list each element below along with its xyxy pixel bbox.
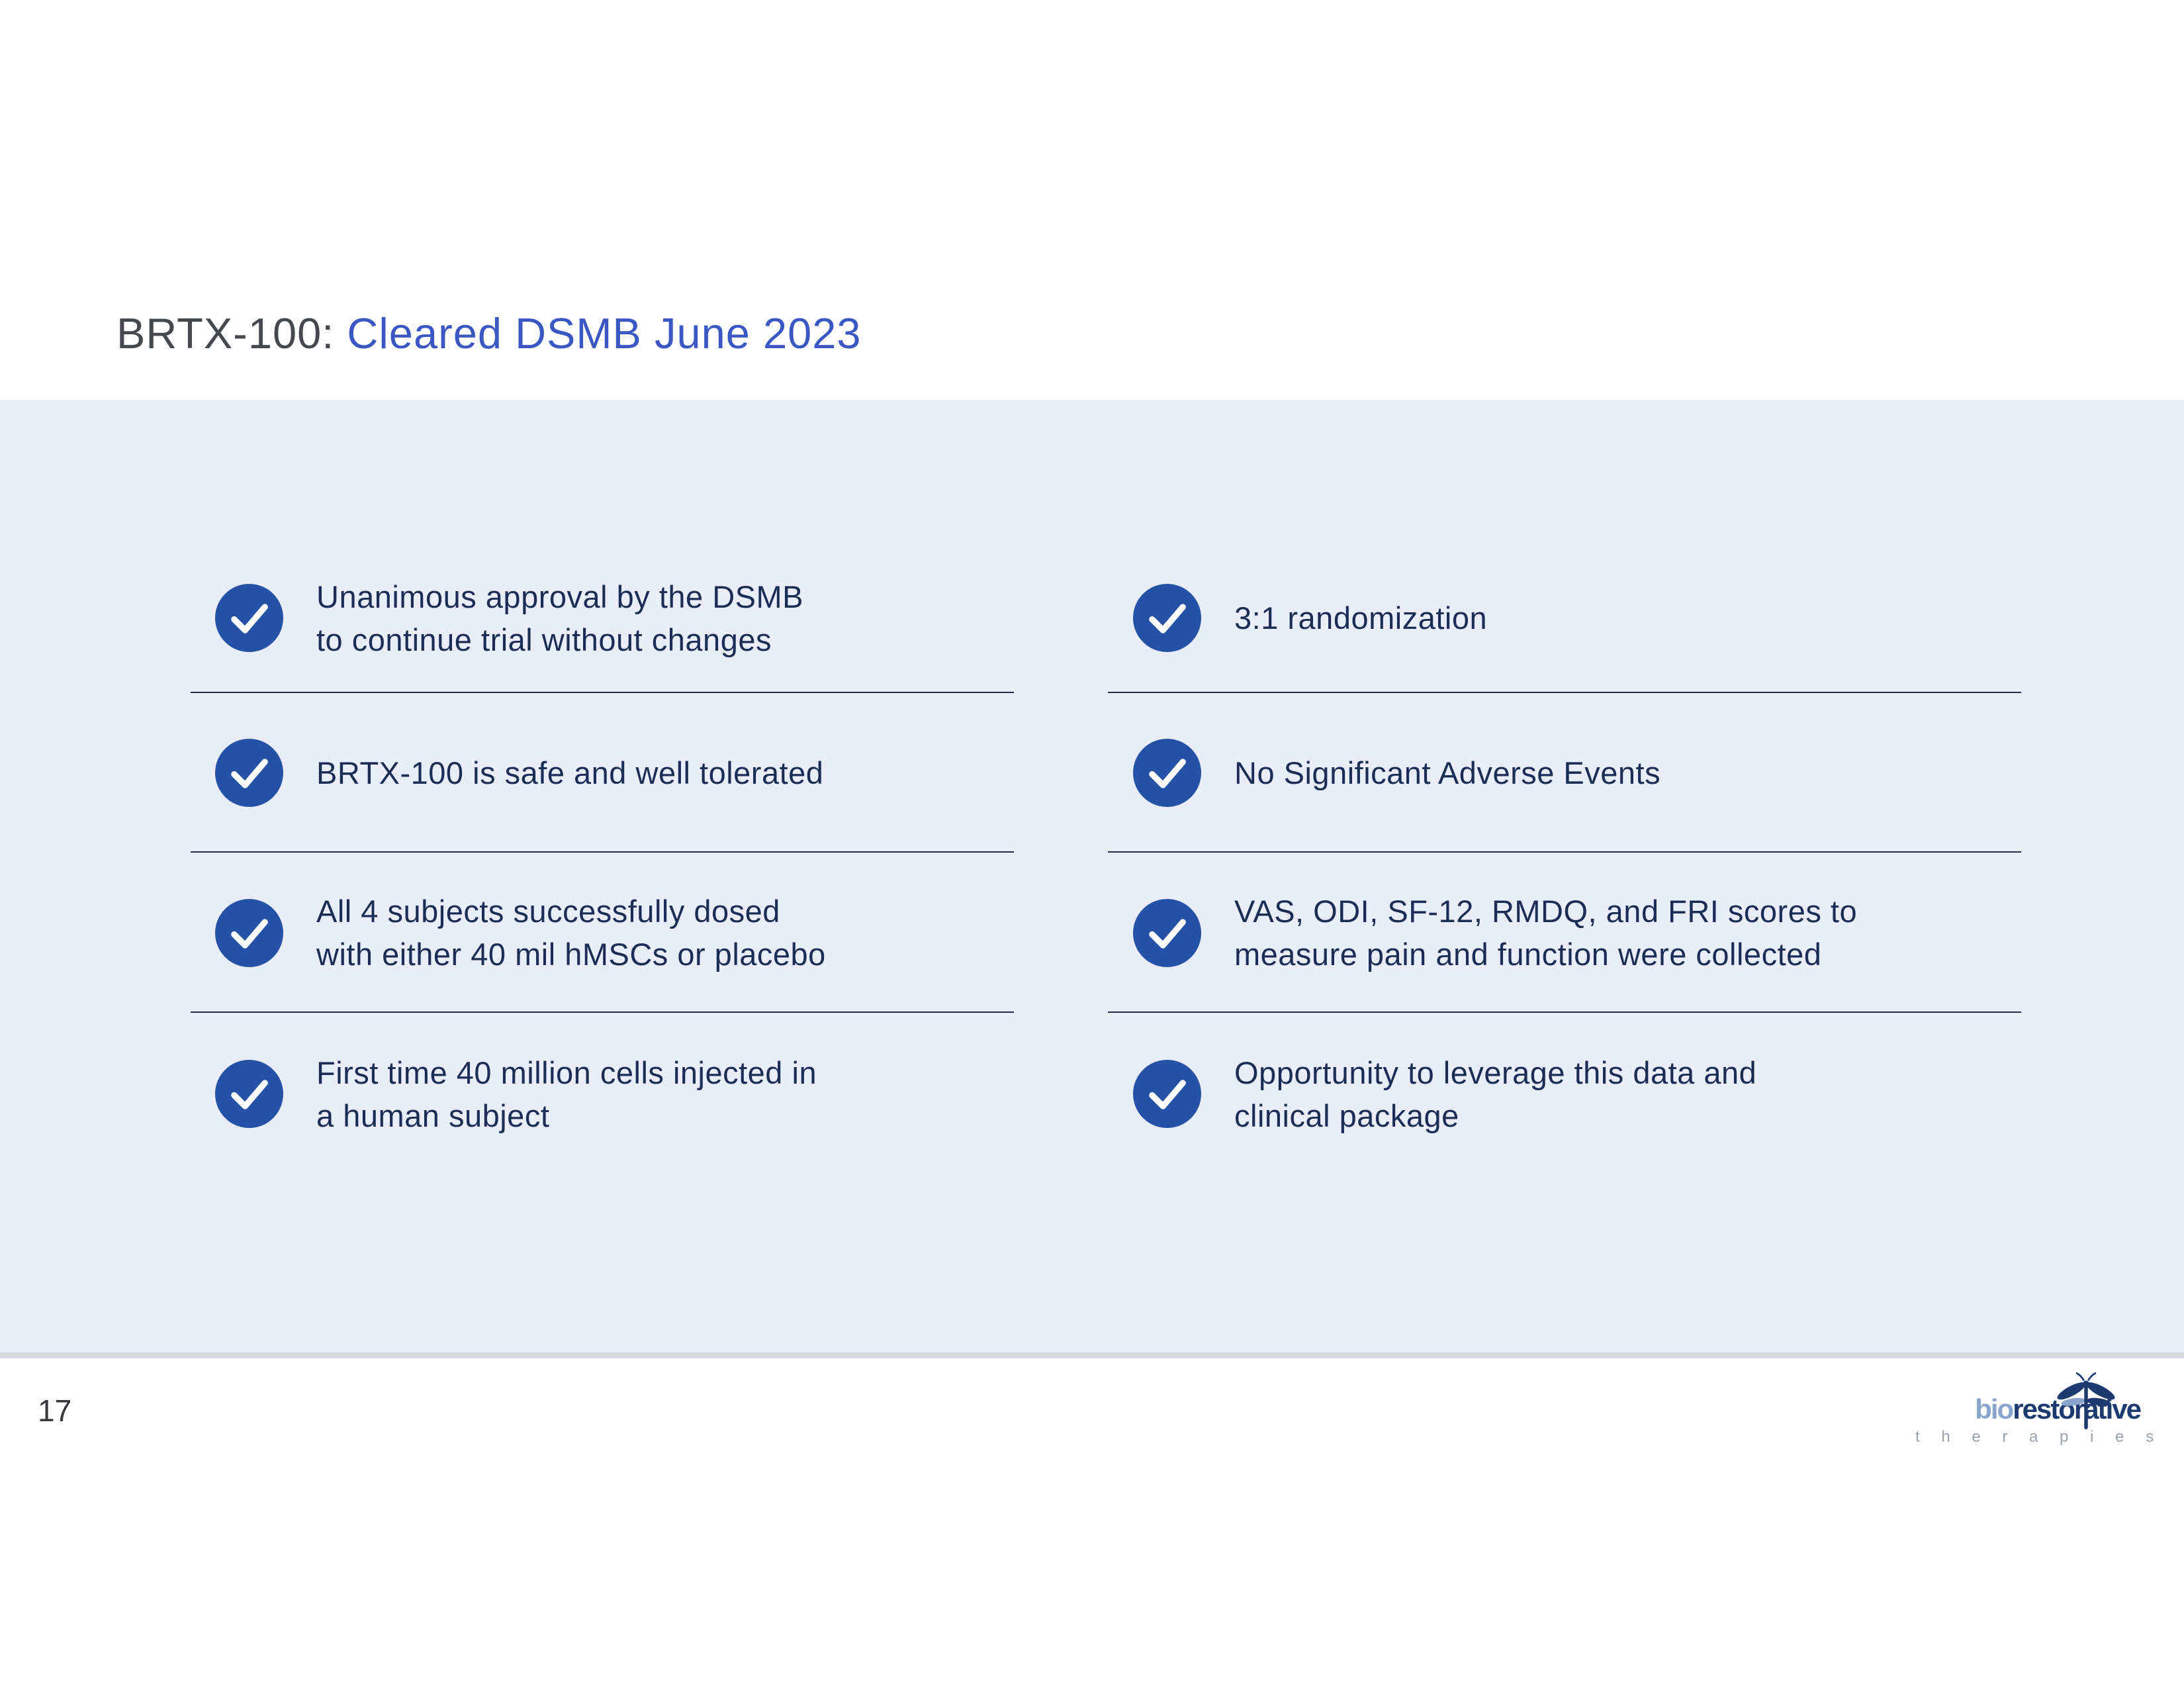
checklist-item-right-4: Opportunity to leverage this data and cl… — [1133, 1013, 2060, 1175]
check-icon — [1133, 739, 1201, 807]
checklist-item-text: No Significant Adverse Events — [1234, 755, 1661, 790]
checklist-item-text: Unanimous approval by the DSMB to contin… — [316, 579, 804, 657]
checklist-item-text: VAS, ODI, SF-12, RMDQ, and FRI scores to… — [1234, 894, 1858, 972]
check-icon — [1133, 1060, 1201, 1128]
checklist-item-text: 3:1 randomization — [1234, 600, 1488, 635]
divider-line — [191, 692, 1014, 693]
title-highlight: Cleared DSMB June 2023 — [347, 309, 862, 357]
divider-line — [191, 851, 1014, 853]
company-logo: biorestorative t h e r a p i e s — [1915, 1365, 2163, 1446]
title-product-name: BRTX-100: — [116, 309, 347, 357]
checklist-item-text: First time 40 million cells injected in … — [316, 1055, 817, 1133]
logo-bio-text: bio — [1975, 1393, 2014, 1425]
logo-therapies-text: t h e r a p i e s — [1915, 1428, 2163, 1446]
divider-line — [1108, 1011, 2021, 1013]
checklist-item-text: BRTX-100 is safe and well tolerated — [316, 755, 824, 790]
content-panel: Unanimous approval by the DSMB to contin… — [0, 400, 2184, 1358]
divider-line — [1108, 851, 2021, 853]
check-icon — [215, 584, 283, 652]
page-number: 17 — [38, 1393, 72, 1428]
checklist-item-text: Opportunity to leverage this data and cl… — [1234, 1055, 1757, 1133]
checklist-item-right-2: No Significant Adverse Events — [1133, 693, 2060, 853]
check-icon — [1133, 584, 1201, 652]
check-icon — [215, 1060, 283, 1128]
page-title: BRTX-100: Cleared DSMB June 2023 — [116, 308, 862, 358]
checklist-item-left-3: All 4 subjects successfully dosed with e… — [215, 853, 1019, 1013]
checklist-item-left-4: First time 40 million cells injected in … — [215, 1013, 1019, 1175]
checklist-item-text: All 4 subjects successfully dosed with e… — [316, 894, 826, 972]
check-icon — [215, 898, 283, 967]
divider-line — [1108, 692, 2021, 693]
dragonfly-icon — [2057, 1372, 2115, 1430]
checklist-item-left-1: Unanimous approval by the DSMB to contin… — [215, 543, 1019, 693]
checklist-item-right-3: VAS, ODI, SF-12, RMDQ, and FRI scores to… — [1133, 853, 2060, 1013]
checklist-item-left-2: BRTX-100 is safe and well tolerated — [215, 693, 1019, 853]
check-icon — [1133, 898, 1201, 967]
check-icon — [215, 739, 283, 807]
divider-line — [191, 1011, 1014, 1013]
checklist-item-right-1: 3:1 randomization — [1133, 543, 2060, 693]
